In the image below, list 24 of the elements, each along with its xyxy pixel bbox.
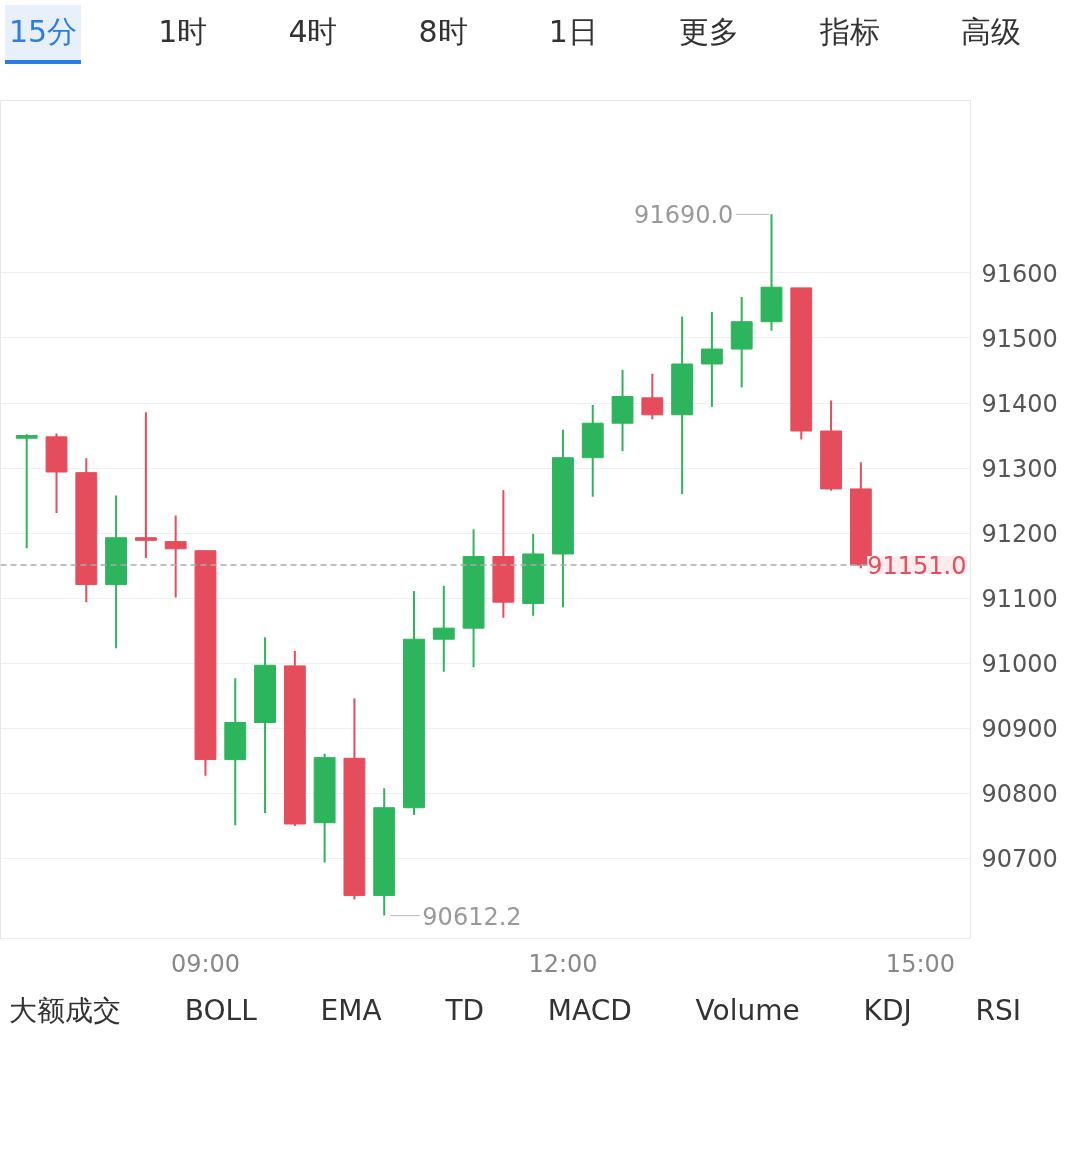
y-tick-label: 91000 <box>981 650 1058 679</box>
candlestick <box>15 433 38 550</box>
ref-line-label: 91151.0 <box>867 552 967 581</box>
annotation: 91690.0 <box>634 201 734 230</box>
candlestick <box>432 584 455 673</box>
y-tick-label: 91100 <box>981 585 1058 614</box>
y-tick-label: 91200 <box>981 520 1058 549</box>
candlestick <box>134 411 157 559</box>
candlestick <box>700 310 723 408</box>
y-tick-label: 91300 <box>981 455 1058 484</box>
y-tick-label: 91500 <box>981 324 1058 353</box>
candlestick <box>641 372 664 421</box>
x-tick-label: 09:00 <box>170 949 241 978</box>
annotation: 90612.2 <box>422 902 522 931</box>
candlestick <box>164 514 187 599</box>
x-tick-label: 15:00 <box>885 949 956 978</box>
y-tick-label: 90700 <box>981 845 1058 874</box>
y-tick-label: 91400 <box>981 390 1058 419</box>
y-tick-label: 90900 <box>981 715 1058 744</box>
text: 大额成交 BOLL EMA TD MACD Volume KDJ RSI <box>9 994 1021 1027</box>
y-tick-label: 90800 <box>981 780 1058 809</box>
text: 15分 1时 4时 8时 1日 更多 指标 高级 <box>9 14 1021 49</box>
y-tick-label: 91600 <box>981 259 1058 288</box>
x-tick-label: 12:00 <box>528 949 598 978</box>
